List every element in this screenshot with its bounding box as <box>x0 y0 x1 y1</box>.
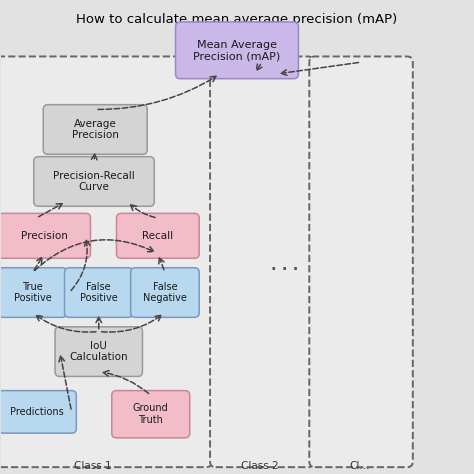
FancyBboxPatch shape <box>0 268 67 318</box>
FancyBboxPatch shape <box>0 56 212 467</box>
Text: Recall: Recall <box>142 231 173 241</box>
Text: Mean Average
Precision (mAP): Mean Average Precision (mAP) <box>193 39 281 61</box>
FancyBboxPatch shape <box>43 105 147 155</box>
Text: Average
Precision: Average Precision <box>72 118 118 140</box>
Text: Ground
Truth: Ground Truth <box>133 403 169 425</box>
Text: False
Positive: False Positive <box>80 282 118 303</box>
FancyBboxPatch shape <box>131 268 199 318</box>
Text: Precision: Precision <box>21 231 68 241</box>
FancyBboxPatch shape <box>117 213 199 258</box>
Text: Precision-Recall
Curve: Precision-Recall Curve <box>53 171 135 192</box>
Text: True
Positive: True Positive <box>14 282 52 303</box>
FancyBboxPatch shape <box>64 268 133 318</box>
Text: False
Negative: False Negative <box>143 282 187 303</box>
Text: . . .: . . . <box>271 258 298 273</box>
FancyBboxPatch shape <box>55 327 143 376</box>
FancyBboxPatch shape <box>34 156 155 206</box>
FancyBboxPatch shape <box>112 391 190 438</box>
FancyBboxPatch shape <box>0 213 91 258</box>
Text: IoU
Calculation: IoU Calculation <box>70 341 128 363</box>
Text: Class 2: Class 2 <box>241 461 279 471</box>
Text: How to calculate mean average precision (mAP): How to calculate mean average precision … <box>76 12 398 26</box>
Text: Class 1: Class 1 <box>74 461 112 471</box>
FancyBboxPatch shape <box>210 56 314 467</box>
Text: Predictions: Predictions <box>10 407 64 417</box>
FancyBboxPatch shape <box>0 391 76 433</box>
FancyBboxPatch shape <box>175 22 299 79</box>
Text: Cl...: Cl... <box>350 461 370 471</box>
FancyBboxPatch shape <box>310 56 413 467</box>
